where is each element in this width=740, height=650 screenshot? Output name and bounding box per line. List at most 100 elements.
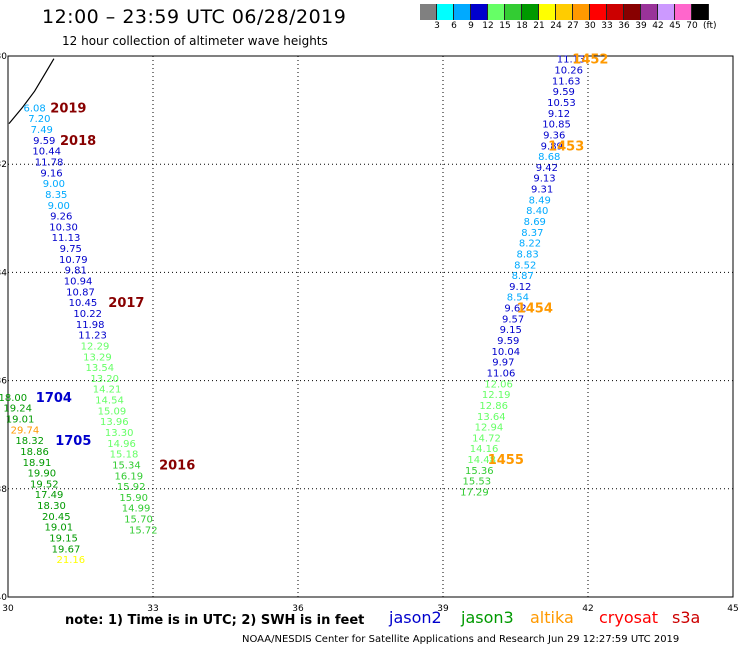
wave-height-reading: 18.91 (23, 458, 52, 469)
wave-height-reading: 9.16 (40, 168, 62, 179)
wave-height-reading: 19.24 (3, 404, 32, 415)
legend-label: 12 (482, 21, 494, 31)
wave-height-reading: 15.90 (119, 493, 148, 504)
wave-height-reading: 16.19 (114, 471, 143, 482)
wave-height-reading: 9.75 (60, 244, 82, 255)
legend-label: 24 (550, 21, 562, 31)
wave-height-reading: 11.98 (76, 320, 105, 331)
wave-height-reading: 15.72 (129, 525, 158, 536)
color-legend (420, 4, 709, 20)
pass-time-label: 1452 (572, 53, 608, 68)
wave-height-reading: 8.22 (519, 239, 541, 250)
wave-height-reading: 8.87 (512, 271, 534, 282)
legend-label: 15 (499, 21, 511, 31)
wave-height-reading: 21.16 (56, 555, 85, 566)
wave-height-reading: 9.12 (548, 109, 570, 120)
wave-height-reading: 10.26 (554, 66, 583, 77)
satellite-label-jason3: jason3 (461, 608, 514, 627)
wave-height-reading: 9.13 (533, 174, 555, 185)
pass-time-label: 1454 (517, 302, 553, 317)
wave-height-reading: 10.30 (49, 222, 78, 233)
legend-swatch (675, 4, 692, 20)
wave-height-reading: 14.54 (95, 396, 124, 407)
wave-height-reading: 13.30 (105, 428, 134, 439)
wave-height-reading: 9.00 (43, 179, 65, 190)
lat-tick-label: -38 (0, 485, 7, 495)
wave-height-reading: 9.36 (543, 130, 565, 141)
legend-swatch (641, 4, 658, 20)
wave-height-reading: 8.54 (507, 293, 529, 304)
wave-height-reading: 9.31 (531, 185, 553, 196)
wave-height-reading: 13.64 (477, 412, 506, 423)
wave-height-reading: 17.49 (35, 490, 64, 501)
wave-height-reading: 13.29 (83, 352, 112, 363)
lat-tick-label: -36 (0, 377, 7, 387)
legend-swatch (692, 4, 709, 20)
lat-tick-label: -34 (0, 268, 7, 278)
wave-height-reading: 12.19 (482, 390, 511, 401)
wave-height-reading: 12.29 (81, 341, 110, 352)
wave-height-reading: 11.78 (35, 158, 64, 169)
legend-swatch (539, 4, 556, 20)
wave-height-reading: 11.13 (52, 233, 81, 244)
wave-height-reading: 10.85 (542, 120, 571, 131)
lon-tick-label: 39 (437, 604, 449, 614)
wave-height-reading: 10.04 (491, 347, 520, 358)
legend-swatch (556, 4, 573, 20)
wave-height-reading: 8.83 (516, 250, 538, 261)
legend-label: 42 (652, 21, 664, 31)
lon-tick-label: 42 (582, 604, 593, 614)
map-frame (7, 55, 734, 598)
footer-credit: NOAA/NESDIS Center for Satellite Applica… (242, 634, 680, 645)
lon-tick-label: 33 (147, 604, 158, 614)
satellite-label-altika: altika (530, 608, 574, 627)
legend-swatch (420, 4, 437, 20)
wave-height-reading: 9.81 (65, 266, 87, 277)
legend-swatch (471, 4, 488, 20)
wave-height-reading: 7.49 (31, 125, 53, 136)
wave-height-reading: 12.06 (484, 379, 513, 390)
wave-height-reading: 15.36 (465, 466, 494, 477)
legend-unit: (ft) (703, 21, 717, 31)
wave-height-reading: 19.15 (49, 534, 78, 545)
page-title: 12:00 – 23:59 UTC 06/28/2019 (42, 6, 347, 28)
wave-height-reading: 9.12 (509, 282, 531, 293)
wave-height-reading: 10.53 (547, 98, 576, 109)
legend-swatch (437, 4, 454, 20)
legend-label: 36 (618, 21, 630, 31)
pass-time-label: 1455 (488, 453, 524, 468)
track-year-label: 2018 (60, 134, 96, 149)
page-subtitle: 12 hour collection of altimeter wave hei… (62, 34, 328, 48)
lat-tick-label: -30 (0, 52, 7, 62)
wave-height-reading: 12.94 (475, 423, 504, 434)
legend-swatch (454, 4, 471, 20)
wave-height-reading: 10.22 (73, 309, 102, 320)
legend-label: 70 (686, 21, 698, 31)
wave-height-reading: 8.40 (526, 206, 548, 217)
wave-height-reading: 18.86 (20, 447, 49, 458)
wave-height-reading: 9.00 (48, 201, 70, 212)
wave-height-reading: 14.48 (467, 455, 496, 466)
wave-height-reading: 8.68 (538, 152, 560, 163)
wave-height-reading: 8.69 (524, 217, 546, 228)
wave-height-reading: 13.54 (85, 363, 114, 374)
legend-label: 18 (516, 21, 528, 31)
wave-height-reading: 14.99 (122, 504, 151, 515)
legend-label: 33 (601, 21, 613, 31)
wave-height-reading: 18.00 (0, 393, 27, 404)
lon-tick-label: 45 (727, 604, 738, 614)
wave-height-reading: 10.94 (64, 277, 93, 288)
wave-height-reading: 9.59 (497, 336, 519, 347)
wave-height-reading: 9.42 (536, 163, 558, 174)
wave-height-reading: 15.09 (98, 406, 127, 417)
wave-height-reading: 15.92 (117, 482, 146, 493)
wave-height-reading: 20.45 (42, 512, 71, 523)
legend-swatch (624, 4, 641, 20)
lat-tick-label: -40 (0, 593, 7, 603)
legend-label: 30 (584, 21, 596, 31)
wave-height-reading: 8.49 (529, 195, 551, 206)
coastline (8, 58, 55, 124)
wave-height-reading: 15.18 (110, 450, 139, 461)
wave-height-reading: 9.97 (492, 358, 514, 369)
